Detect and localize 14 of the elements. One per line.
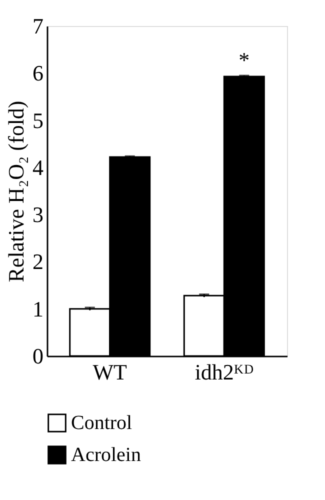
legend-label: Control — [71, 412, 133, 434]
y-tick-label: 0 — [32, 344, 44, 368]
x-tick-label: WT — [92, 360, 128, 384]
y-tick-label: 2 — [32, 249, 44, 274]
y-tick-label: 6 — [32, 60, 44, 86]
annotation: * — [238, 47, 250, 72]
legend-label: Acrolein — [71, 444, 141, 466]
y-tick-label: 7 — [32, 14, 44, 38]
y-tick-label: 3 — [32, 202, 44, 228]
x-tick-label: idh2ᴷᴰ — [194, 360, 254, 384]
y-tick-label: 4 — [32, 154, 44, 180]
y-axis-title: Relative H₂O₂ (fold) — [4, 100, 28, 282]
y-tick-label: 5 — [32, 108, 44, 133]
y-tick-label: 1 — [32, 296, 44, 322]
